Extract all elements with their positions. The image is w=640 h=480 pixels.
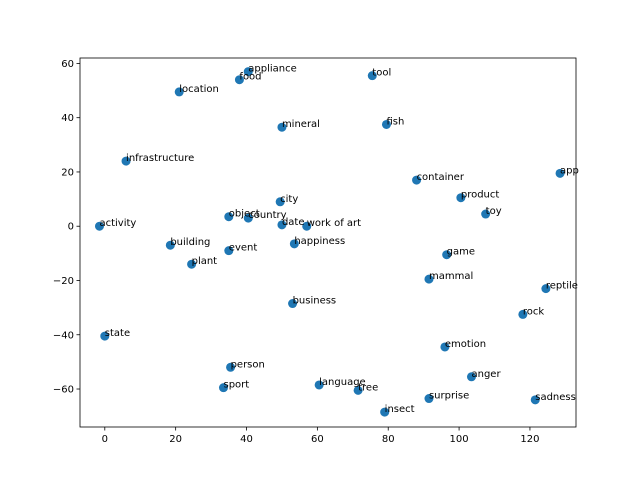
data-point: [218, 383, 228, 393]
data-point: [277, 220, 287, 230]
data-point: [555, 168, 565, 178]
point-label: building: [170, 237, 210, 248]
point-label: activity: [99, 218, 136, 229]
point-label: person: [231, 359, 265, 370]
data-point: [165, 240, 175, 250]
point-label: mammal: [429, 271, 473, 282]
y-tick-label: 20: [61, 167, 74, 178]
point-label: state: [105, 328, 130, 339]
point-label: fish: [386, 116, 404, 127]
x-tick-label: 80: [382, 434, 395, 445]
y-axis-ticks: −60 −40 −20 0 20 40 60: [53, 59, 80, 396]
point-label: anger: [471, 369, 501, 380]
point-label: insect: [385, 404, 415, 415]
point-label: location: [179, 84, 219, 95]
data-point: [424, 274, 434, 284]
x-tick-label: 20: [169, 434, 182, 445]
point-label: container: [417, 172, 465, 183]
point-label: reptile: [546, 281, 578, 292]
point-label: emotion: [445, 339, 486, 350]
data-point: [234, 75, 244, 85]
data-point: [530, 395, 540, 405]
point-label: object: [229, 209, 260, 220]
y-tick-label: 60: [61, 59, 74, 70]
data-point: [275, 197, 285, 207]
point-label: product: [461, 190, 500, 201]
point-label: infrastructure: [126, 153, 194, 164]
data-point: [174, 87, 184, 97]
data-point: [226, 362, 236, 372]
data-point: [424, 394, 434, 404]
point-label: event: [229, 243, 258, 254]
data-point: [442, 250, 452, 260]
point-label: sport: [223, 380, 249, 391]
point-label: appliance: [248, 64, 296, 75]
point-label: mineral: [282, 119, 320, 130]
point-label: tool: [372, 68, 391, 79]
data-point: [224, 246, 234, 256]
x-tick-label: 60: [311, 434, 324, 445]
data-point: [289, 239, 299, 249]
data-point: [94, 221, 104, 231]
data-point: [314, 380, 324, 390]
y-tick-label: −20: [53, 276, 74, 287]
point-label: food: [239, 72, 261, 83]
point-label: tree: [358, 382, 378, 393]
y-tick-label: −60: [53, 385, 74, 396]
data-point: [353, 385, 363, 395]
x-tick-label: 100: [450, 434, 469, 445]
x-tick-label: 0: [102, 434, 108, 445]
data-point: [224, 212, 234, 222]
data-point: [277, 122, 287, 132]
data-point: [243, 213, 253, 223]
point-label: work of art: [307, 218, 361, 229]
data-point: [288, 299, 298, 309]
data-point: [121, 156, 131, 166]
data-point: [302, 221, 312, 231]
point-label: country: [248, 210, 286, 221]
point-label: surprise: [429, 391, 469, 402]
x-axis-ticks: 0 20 40 60 80 100 120: [102, 427, 539, 445]
axes-frame: [79, 57, 577, 428]
data-point: [440, 342, 450, 352]
data-point: [100, 331, 110, 341]
data-point: [518, 309, 528, 319]
data-point: [380, 407, 390, 417]
x-tick-label: 40: [240, 434, 253, 445]
point-label: happiness: [294, 236, 345, 247]
point-label: sadness: [535, 392, 576, 403]
point-label: game: [447, 247, 475, 258]
y-tick-label: 40: [61, 113, 74, 124]
data-point: [243, 67, 253, 77]
point-label: app: [560, 165, 579, 176]
data-point: [367, 71, 377, 81]
data-point: [381, 119, 391, 129]
point-label: rock: [523, 306, 545, 317]
data-point: [456, 193, 466, 203]
point-label: date: [282, 217, 305, 228]
point-label: language: [319, 377, 366, 388]
points-layer: [94, 67, 565, 417]
y-tick-label: 0: [68, 222, 74, 233]
point-label: business: [293, 296, 337, 307]
point-label: plant: [192, 256, 218, 267]
x-tick-label: 120: [520, 434, 539, 445]
point-label: city: [280, 194, 298, 205]
data-point: [187, 259, 197, 269]
data-point: [481, 209, 491, 219]
data-point: [466, 372, 476, 382]
y-tick-label: −40: [53, 330, 74, 341]
data-point: [541, 284, 551, 294]
data-point: [412, 175, 422, 185]
point-label: toy: [486, 206, 502, 217]
